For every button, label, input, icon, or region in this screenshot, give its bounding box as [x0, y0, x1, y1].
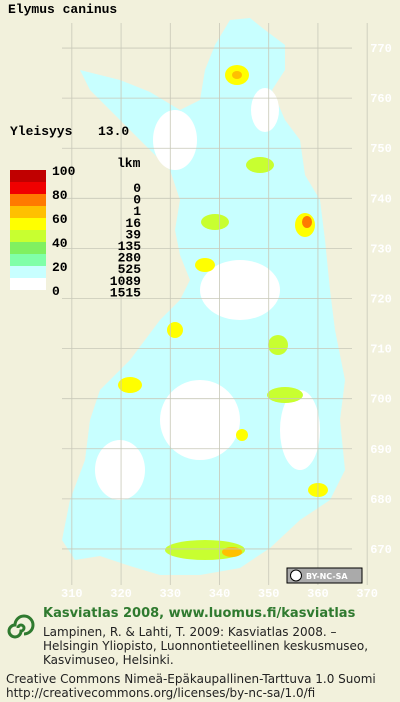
legend-swatch	[10, 218, 46, 230]
hotspots	[118, 65, 328, 560]
count-label: 525	[118, 262, 142, 277]
count-header: lkm	[117, 156, 141, 171]
hotspot	[201, 214, 229, 230]
count-label: 1515	[110, 285, 141, 300]
hotspot	[267, 387, 303, 403]
y-tick-label: 720	[370, 293, 392, 307]
citation-line: Kasvimuseo, Helsinki.	[43, 653, 174, 667]
x-tick-label: 360	[307, 587, 329, 601]
legend-swatch	[10, 242, 46, 254]
sparse-area	[95, 440, 145, 500]
hotspot	[302, 216, 312, 228]
count-label: 1	[133, 204, 141, 219]
hotspot	[195, 258, 215, 272]
count-label: 135	[118, 239, 142, 254]
scale-label: 100	[52, 164, 76, 179]
y-tick-label: 770	[370, 42, 392, 56]
license-line: http://creativecommons.org/licenses/by-n…	[6, 686, 315, 700]
hotspot	[167, 322, 183, 338]
count-label: 0	[133, 193, 141, 208]
license-badge: BY-NC-SA	[286, 567, 363, 584]
y-tick-label: 670	[370, 543, 392, 557]
count-label: 39	[125, 227, 141, 242]
hotspot	[232, 71, 242, 79]
y-tick-label: 700	[370, 393, 392, 407]
scale-label: 0	[52, 284, 60, 299]
legend-swatch	[10, 278, 46, 290]
sparse-area	[160, 380, 240, 460]
x-tick-label: 320	[110, 587, 132, 601]
legend-swatch	[10, 170, 46, 182]
x-tick-label: 340	[209, 587, 231, 601]
logo	[7, 614, 35, 639]
hotspot	[236, 429, 248, 441]
logo-spiral	[7, 614, 35, 639]
count-label: 1089	[110, 274, 141, 289]
frequency-label: Yleisyys	[10, 124, 73, 139]
footer-headline: Kasviatlas 2008, www.luomus.fi/kasviatla…	[43, 606, 356, 621]
legend-swatch	[10, 194, 46, 206]
species-title: Elymus caninus	[8, 2, 117, 17]
hotspot	[118, 377, 142, 393]
sparse-area	[251, 88, 279, 132]
x-tick-label: 330	[159, 587, 181, 601]
legend-swatch	[10, 230, 46, 242]
badge-box	[286, 567, 363, 584]
citation-line: Lampinen, R. & Lahti, T. 2009: Kasviatla…	[43, 625, 337, 639]
count-label: 0	[133, 181, 141, 196]
x-tick-label: 370	[356, 587, 378, 601]
scale-label: 40	[52, 236, 68, 251]
hotspot	[222, 547, 242, 557]
badge-text: BY-NC-SA	[306, 572, 348, 581]
y-tick-label: 690	[370, 443, 392, 457]
y-tick-label: 760	[370, 92, 392, 106]
grid: 770 760 750 740 730 720 710 700 690 680 670 310 320 3…	[61, 23, 392, 601]
y-tick-label: 750	[370, 142, 392, 156]
x-tick-label: 310	[61, 587, 83, 601]
count-label: 280	[118, 251, 142, 266]
legend-swatch	[10, 254, 46, 266]
cc-icon	[290, 569, 302, 582]
sparse-area	[280, 390, 320, 470]
x-tick-label: 350	[258, 587, 280, 601]
license-line: Creative Commons Nimeä-Epäkaupallinen-Ta…	[6, 672, 376, 686]
sparse-areas	[95, 88, 320, 500]
scale-label: 60	[52, 212, 68, 227]
citation-line: Helsingin Yliopisto, Luonnontieteellinen…	[43, 639, 368, 653]
legend-swatch	[10, 182, 46, 194]
y-tick-label: 680	[370, 493, 392, 507]
sparse-area	[200, 260, 280, 320]
map-area: 770 760 750 740 730 720 710 700 690 680 670 310 320 3…	[61, 18, 392, 601]
sparse-area	[153, 110, 197, 170]
y-tick-label: 710	[370, 343, 392, 357]
scale-label: 20	[52, 260, 68, 275]
scale-label: 80	[52, 188, 68, 203]
count-label: 16	[125, 216, 141, 231]
legend-swatch	[10, 206, 46, 218]
hotspot	[268, 335, 288, 355]
hotspot	[246, 157, 274, 173]
y-tick-label: 740	[370, 192, 392, 206]
frequency-value: 13.0	[98, 124, 129, 139]
y-tick-label: 730	[370, 242, 392, 256]
legend-swatch	[10, 266, 46, 278]
